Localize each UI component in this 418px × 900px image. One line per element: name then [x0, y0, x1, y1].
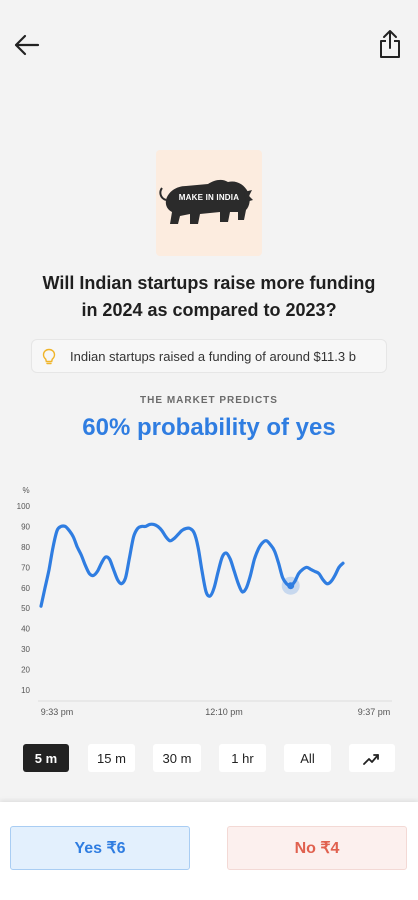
market-predicts-label: THE MARKET PREDICTS — [140, 395, 278, 406]
hint-text: Indian startups raised a funding of arou… — [70, 349, 356, 364]
y-tick-label: 40 — [21, 625, 30, 634]
bulb-icon — [42, 348, 56, 365]
trending-up-icon — [363, 753, 379, 765]
y-tick-labels: 100 90 80 70 60 50 40 30 20 10 — [17, 502, 31, 695]
y-tick-label: 50 — [21, 604, 30, 613]
range-1hr-button[interactable]: 1 hr — [219, 744, 266, 772]
y-tick-label: 90 — [21, 522, 30, 531]
y-tick-label: 80 — [21, 543, 30, 552]
range-all-button[interactable]: All — [284, 744, 331, 772]
y-axis-unit-label: % — [22, 486, 29, 495]
x-tick-label: 9:33 pm — [41, 707, 74, 717]
y-tick-label: 70 — [21, 563, 30, 572]
x-tick-labels: 9:33 pm 12:10 pm 9:37 pm — [41, 707, 391, 717]
share-icon — [380, 30, 400, 58]
x-tick-label: 9:37 pm — [358, 707, 391, 717]
event-logo: MAKE IN INDIA — [156, 150, 262, 256]
y-tick-label: 60 — [21, 584, 30, 593]
y-tick-label: 10 — [21, 686, 30, 695]
top-bar — [0, 0, 418, 90]
no-button[interactable]: No ₹4 — [227, 826, 407, 870]
hint-box[interactable]: Indian startups raised a funding of arou… — [31, 339, 387, 373]
share-button[interactable] — [376, 28, 404, 60]
back-button[interactable] — [12, 30, 42, 60]
arrow-left-icon — [14, 34, 40, 56]
range-15m-button[interactable]: 15 m — [88, 744, 135, 772]
range-5m-button[interactable]: 5 m — [23, 744, 69, 772]
lion-logo-icon — [159, 179, 253, 224]
event-question: Will Indian startups raise more funding … — [20, 270, 398, 324]
yes-button[interactable]: Yes ₹6 — [10, 826, 190, 870]
time-range-selector: 5 m 15 m 30 m 1 hr All — [0, 744, 418, 774]
probability-value: 60% probability of yes — [82, 414, 336, 441]
x-tick-label: 12:10 pm — [205, 707, 243, 717]
probability-line — [39, 522, 345, 608]
bottom-action-panel: Yes ₹6 No ₹4 — [0, 802, 418, 900]
logo-text: MAKE IN INDIA — [178, 193, 240, 202]
question-line-1: Will Indian startups raise more funding — [42, 273, 376, 293]
y-tick-label: 20 — [21, 666, 30, 675]
y-tick-label: 100 — [17, 502, 31, 511]
y-tick-label: 30 — [21, 645, 30, 654]
current-point-marker[interactable] — [287, 582, 295, 590]
question-line-2: in 2024 as compared to 2023? — [81, 300, 337, 320]
trend-view-button[interactable] — [349, 744, 395, 772]
range-30m-button[interactable]: 30 m — [153, 744, 201, 772]
